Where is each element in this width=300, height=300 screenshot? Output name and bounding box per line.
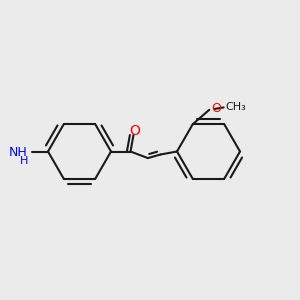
- Text: H: H: [20, 155, 28, 166]
- Text: CH₃: CH₃: [225, 102, 246, 112]
- Text: NH: NH: [9, 146, 28, 160]
- Text: O: O: [130, 124, 140, 138]
- Text: O: O: [212, 102, 221, 115]
